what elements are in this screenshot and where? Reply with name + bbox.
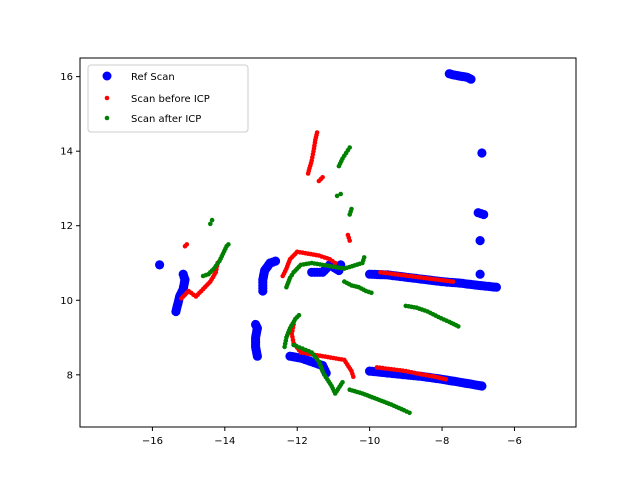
- data-point: [456, 324, 461, 329]
- data-point: [226, 242, 231, 247]
- y-tick-label: 14: [60, 147, 73, 158]
- legend-label-ref-scan: Ref Scan: [131, 72, 175, 83]
- legend-marker-scan-before-icp: [104, 95, 110, 101]
- data-point: [184, 242, 190, 247]
- data-point: [208, 221, 213, 227]
- data-point: [351, 374, 356, 380]
- x-tick-label: −16: [142, 436, 163, 447]
- data-point: [320, 368, 325, 374]
- data-point: [450, 279, 456, 284]
- x-tick-label: −14: [214, 436, 235, 447]
- data-point: [332, 260, 338, 266]
- data-point: [369, 290, 374, 296]
- data-point: [209, 217, 215, 223]
- data-point: [491, 282, 501, 292]
- y-tick-label: 12: [60, 221, 73, 232]
- axes-layer: −16 −14 −12 −10 −8 −6 8 10 12 14 16: [60, 72, 522, 447]
- data-point: [349, 206, 354, 212]
- data-point: [475, 269, 485, 279]
- data-point: [155, 260, 165, 270]
- legend-marker-scan-after-icp: [104, 115, 110, 121]
- data-point: [479, 209, 489, 220]
- legend: Ref Scan Scan before ICP Scan after ICP: [87, 64, 249, 133]
- data-point: [178, 269, 188, 279]
- data-point: [361, 255, 367, 260]
- series-2: [200, 145, 461, 416]
- data-point: [340, 380, 345, 385]
- x-tick-label: −12: [287, 436, 308, 447]
- legend-label-scan-before-icp: Scan before ICP: [131, 94, 210, 105]
- x-tick-label: −10: [359, 436, 380, 447]
- series-1: [179, 130, 456, 382]
- y-tick-label: 16: [60, 72, 73, 83]
- data-point: [296, 312, 302, 318]
- data-point: [477, 148, 487, 158]
- data-point: [320, 175, 325, 180]
- x-tick-label: −8: [435, 436, 450, 447]
- plot-layer: [155, 69, 501, 416]
- legend-label-scan-after-icp: Scan after ICP: [131, 114, 201, 125]
- y-tick-label: 10: [60, 296, 73, 307]
- data-point: [314, 130, 320, 135]
- legend-box: [87, 64, 249, 133]
- plot-frame: [79, 57, 577, 428]
- data-point: [338, 191, 344, 197]
- data-point: [407, 410, 412, 416]
- x-tick-label: −6: [507, 436, 522, 447]
- data-point: [347, 145, 353, 150]
- data-point: [477, 381, 487, 391]
- data-point: [347, 238, 353, 243]
- data-point: [270, 256, 281, 266]
- legend-marker-ref-scan: [102, 71, 112, 81]
- y-tick-label: 8: [67, 370, 73, 381]
- data-point: [443, 377, 449, 382]
- data-point: [334, 193, 340, 199]
- data-point: [466, 74, 476, 84]
- data-point: [251, 319, 261, 330]
- data-point: [475, 236, 485, 246]
